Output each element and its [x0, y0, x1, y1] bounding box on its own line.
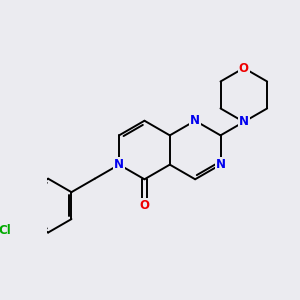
Text: O: O	[140, 199, 149, 212]
Text: N: N	[239, 116, 249, 128]
Text: N: N	[190, 114, 200, 127]
Text: N: N	[215, 158, 226, 171]
Text: N: N	[114, 158, 124, 171]
Text: O: O	[239, 61, 249, 74]
Text: Cl: Cl	[0, 224, 11, 237]
